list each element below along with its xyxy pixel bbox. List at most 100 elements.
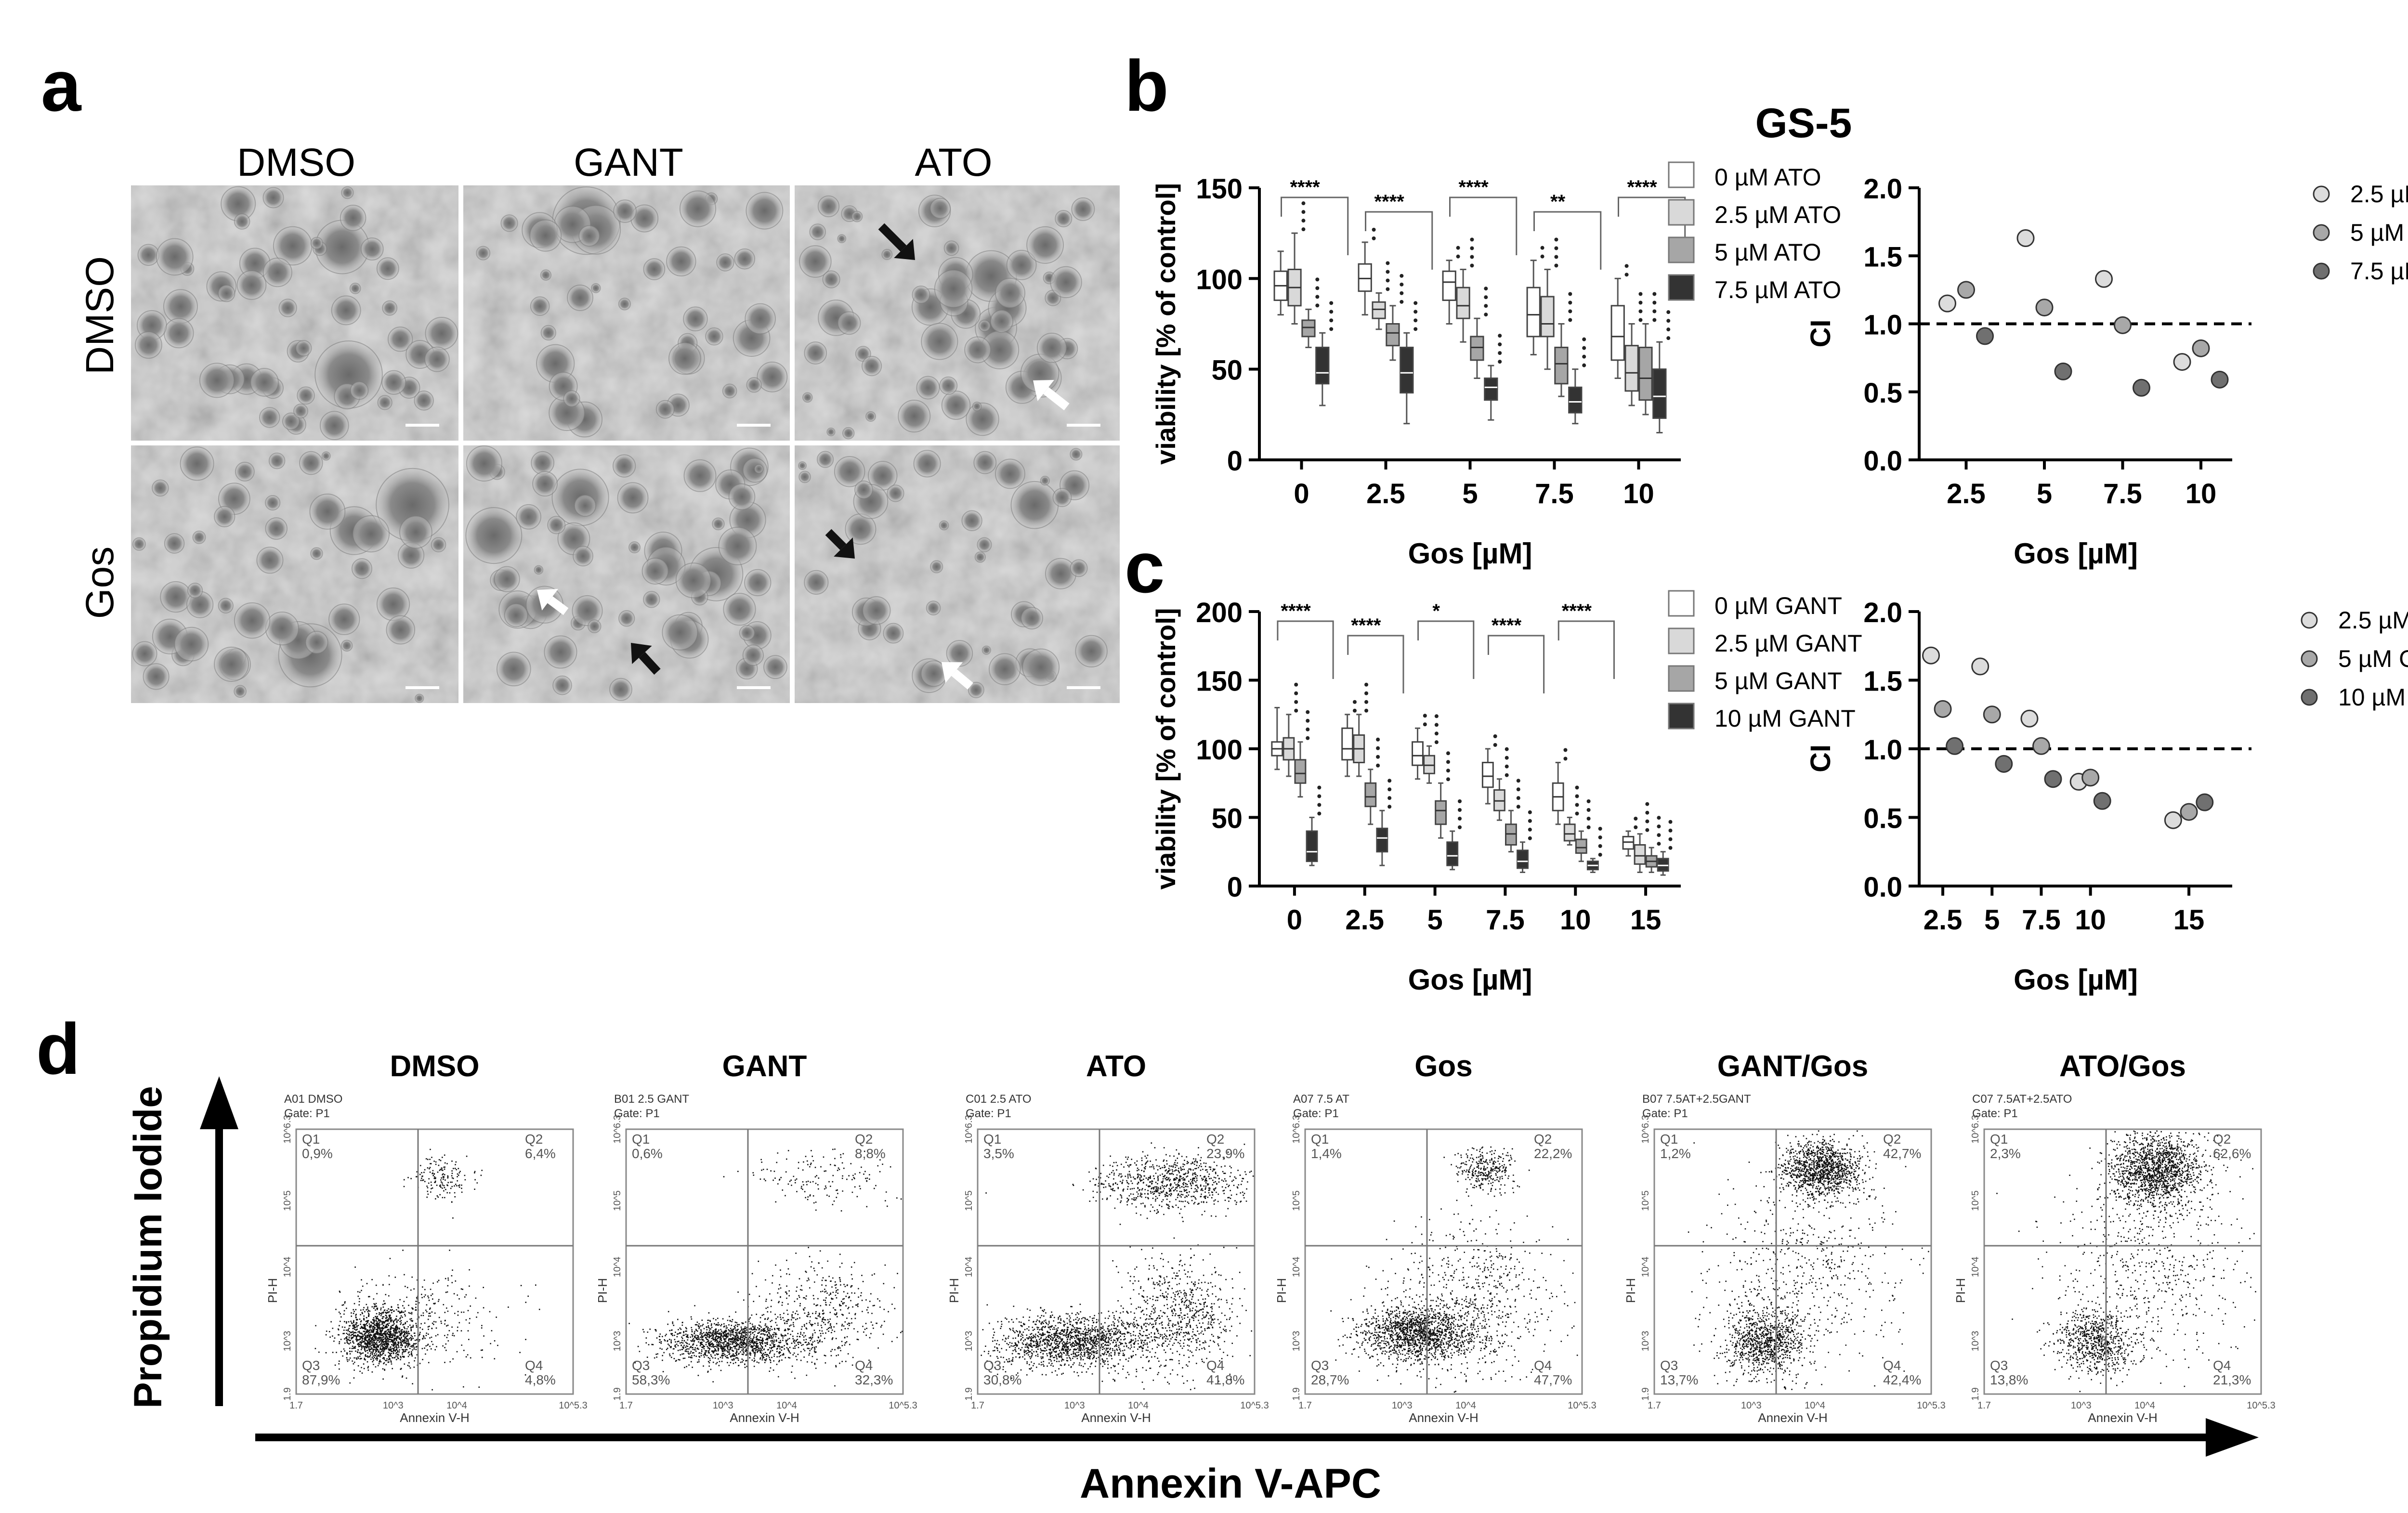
cell-cluster — [921, 323, 958, 360]
cell-cluster — [618, 610, 635, 627]
cell-cluster — [132, 641, 157, 666]
b-box-10-1 — [1624, 292, 1643, 406]
row-header-gos: Gos — [78, 547, 122, 619]
c-ci-point — [2032, 737, 2050, 755]
cell-cluster — [977, 537, 992, 552]
cell-cluster — [295, 340, 312, 357]
cell-cluster — [943, 240, 959, 256]
significance-star — [1568, 309, 1572, 313]
y-axis-label: CI — [1805, 320, 1836, 348]
x-tick-label: 0 — [1287, 904, 1302, 936]
b-legend-item: 2.5 µM ATO — [1668, 199, 1841, 228]
y-axis-label: viability [% of control] — [1151, 608, 1181, 890]
cell-cluster — [1050, 266, 1082, 299]
cell-cluster — [1036, 332, 1067, 363]
flow-x-label: Annexin V-H — [400, 1410, 470, 1425]
c-box-5-0 — [1412, 714, 1427, 780]
cell-cluster — [804, 570, 829, 595]
significance-star — [1470, 246, 1474, 250]
flow-x-tick: 10^5.3 — [2247, 1400, 2275, 1411]
c-ci-point — [1971, 657, 1989, 676]
micrograph-dmso-ato — [795, 185, 1120, 441]
panel-letter-c: c — [1125, 527, 1165, 608]
significance-star — [1575, 811, 1579, 816]
svg-text:10 µM GANT: 10 µM GANT — [1714, 705, 1856, 732]
panel-b-title: GS-5 — [1755, 100, 1852, 146]
cell-cluster — [641, 558, 669, 585]
significance-star — [1352, 700, 1357, 704]
c-box-5-1 — [1423, 714, 1439, 784]
c-ci-point — [2093, 792, 2111, 810]
c-ci-point — [1922, 646, 1940, 665]
y-tick-label: 1.0 — [1863, 310, 1902, 341]
b-legend-item: 7.5 µM ATO — [1668, 274, 1841, 303]
significance-star — [1516, 787, 1520, 792]
cell-cluster — [609, 678, 632, 701]
cell-cluster — [504, 603, 528, 627]
significance-star — [1317, 794, 1322, 798]
c-box-10-3 — [1586, 827, 1602, 873]
flow-y-tick: 10^5 — [612, 1190, 623, 1211]
panel-d: d Propidium Iodide Annexin V-APC DMSO A01… — [36, 1008, 2276, 1507]
significance-star — [1505, 764, 1509, 769]
flow-y-tick: 10^4 — [612, 1257, 623, 1278]
significance-star — [1554, 263, 1558, 268]
quadrant-name: Q3 — [1311, 1358, 1329, 1373]
cell-cluster — [350, 381, 369, 400]
significance-star — [1364, 700, 1369, 704]
b-ci-point — [1938, 294, 1956, 313]
micrograph-dmso-gant — [463, 185, 790, 441]
c-ci-point — [1983, 705, 2001, 724]
quadrant-percent: 22,2% — [1534, 1146, 1572, 1161]
flow-gate: Gate: P1 — [1293, 1107, 1339, 1120]
cell-cluster — [424, 346, 450, 372]
cell-cluster — [265, 495, 281, 511]
significance-star — [1470, 237, 1474, 242]
c-box-2.5-1 — [1353, 682, 1369, 777]
significance-star — [1294, 700, 1298, 704]
significance-star — [1376, 763, 1380, 768]
significance-star — [1554, 255, 1558, 259]
cell-cluster — [156, 238, 194, 276]
svg-text:0 µM GANT: 0 µM GANT — [1714, 592, 1842, 619]
flow-y-tick: 10^3 — [1640, 1331, 1651, 1352]
cell-cluster — [234, 213, 250, 230]
quadrant-name: Q1 — [302, 1132, 320, 1147]
significance-star — [1668, 837, 1673, 841]
cell-cluster — [883, 623, 904, 644]
cell-cluster — [386, 615, 416, 645]
flow-x-tick: 1.7 — [1977, 1400, 1991, 1411]
significance-star — [1528, 836, 1532, 840]
significance-star — [1666, 336, 1671, 340]
cell-cluster — [723, 593, 756, 626]
cell-cluster — [544, 635, 577, 669]
cell-cluster — [746, 377, 762, 393]
cell-cluster — [939, 520, 949, 531]
panel-b-ci-scatter: 0.0 0.5 1.0 1.5 2.0 2.5 5 7.5 10 CI Gos [µM] 2.5 µM… — [1805, 173, 2408, 570]
cell-cluster — [763, 655, 787, 679]
flow-sample-id: A07 7.5 AT — [1293, 1093, 1349, 1106]
c-box-10-2 — [1575, 799, 1591, 862]
cell-cluster — [1070, 448, 1083, 461]
significance-star — [1666, 327, 1671, 332]
cell-cluster — [668, 342, 701, 375]
significance-star — [1470, 263, 1474, 268]
b-ci-point — [2016, 229, 2035, 248]
x-tick-label: 5 — [2037, 478, 2052, 509]
significance-star — [1563, 756, 1568, 761]
flow-gate: Gate: P1 — [966, 1107, 1011, 1120]
flow-plot-frame — [1304, 1128, 1583, 1395]
x-tick-label: 7.5 — [2022, 904, 2061, 936]
flow-y-label: PI-H — [1623, 1278, 1638, 1303]
b-box-10-3 — [1652, 310, 1671, 433]
flow-plot-title: DMSO — [390, 1050, 480, 1083]
significance-star — [1329, 318, 1334, 323]
c-ci-legend-item: 2.5 µM GANT — [2301, 607, 2408, 634]
cell-cluster — [250, 368, 279, 397]
event-dots — [2089, 1130, 2227, 1223]
significance-star — [1652, 318, 1657, 322]
cell-cluster — [655, 400, 675, 419]
cell-cluster — [746, 192, 784, 230]
micrograph-grid — [131, 185, 1120, 703]
